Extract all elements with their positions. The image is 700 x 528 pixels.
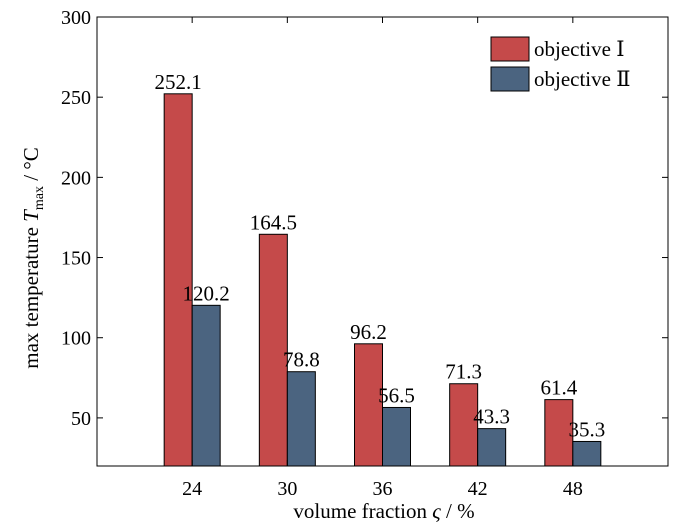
y-tick-label-150: 150 (61, 248, 91, 270)
bar-series-2-36 (382, 406, 411, 467)
bar-series-1-48 (544, 399, 574, 467)
data-label-series-1-48: 61.4 (540, 376, 577, 400)
x-tick-label-30: 30 (277, 478, 297, 500)
data-label-series-1-24: 252.1 (155, 70, 202, 94)
data-label-series-2-24: 120.2 (183, 281, 230, 305)
data-label-series-2-42: 43.3 (473, 405, 510, 429)
x-axis-title-symbol: ς (432, 499, 441, 523)
legend-swatch-objective-1 (490, 36, 530, 62)
svg-text:max temperature Tmax / °C: max temperature Tmax / °C (19, 147, 47, 368)
bar-series-2-30 (286, 371, 316, 467)
x-tick-label-24: 24 (182, 478, 202, 500)
legend-label-objective-1: objective Ⅰ (534, 37, 625, 61)
legend: objective Ⅰ objective Ⅱ (490, 36, 631, 92)
legend-swatch-objective-2 (490, 66, 530, 92)
y-tick-label-250: 250 (61, 87, 91, 109)
y-tick-label-50: 50 (71, 408, 91, 430)
data-label-series-1-36: 96.2 (350, 320, 387, 344)
x-tick-label-42: 42 (468, 478, 488, 500)
bar-series-1-24 (163, 93, 193, 467)
y-axis-title: max temperature Tmax / °C (19, 147, 47, 368)
x-axis-title-unit: / % (441, 499, 475, 523)
y-axis-title-subscript: max (32, 186, 47, 210)
y-axis-title-symbol: T (19, 209, 43, 222)
x-tick-label-48: 48 (563, 478, 583, 500)
y-axis-title-prefix: max temperature (19, 222, 43, 369)
y-tick-label-300: 300 (61, 7, 91, 29)
data-label-series-1-30: 164.5 (250, 210, 297, 234)
bar-series-1-30 (258, 233, 288, 467)
x-axis-title-prefix: volume fraction (293, 499, 432, 523)
x-tick-label-36: 36 (373, 478, 393, 500)
y-tick-label-200: 200 (61, 167, 91, 189)
bar-series-2-48 (572, 440, 602, 467)
y-tick-label-100: 100 (61, 328, 91, 350)
data-label-series-2-48: 35.3 (568, 417, 605, 441)
bar-series-1-36 (354, 343, 383, 467)
y-axis-title-unit: / °C (19, 147, 43, 186)
data-label-series-1-42: 71.3 (445, 360, 482, 384)
svg-text:volume fraction ς / %: volume fraction ς / % (293, 499, 474, 523)
bar-series-2-42 (477, 428, 507, 467)
bar-series-2-24 (191, 304, 221, 467)
legend-label-objective-2: objective Ⅱ (534, 67, 631, 91)
x-axis-title: volume fraction ς / % (293, 499, 474, 523)
data-label-series-2-30: 78.8 (283, 348, 320, 372)
data-label-series-2-36: 56.5 (378, 383, 415, 407)
